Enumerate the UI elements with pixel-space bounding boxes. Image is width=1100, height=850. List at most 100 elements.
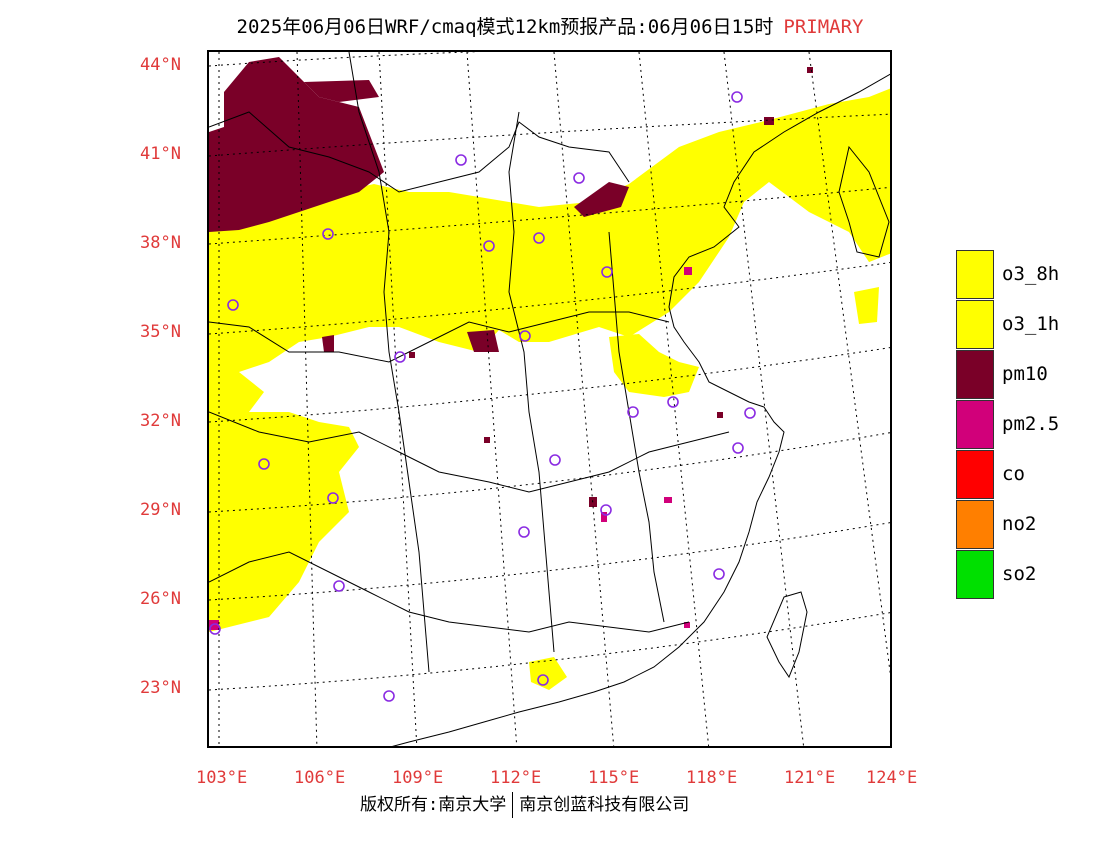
footer-divider (512, 792, 514, 818)
pm10-speck (717, 412, 723, 418)
meridian-115 (553, 52, 615, 746)
meridian-124 (808, 52, 890, 676)
circle-station-icon (533, 232, 545, 244)
stations (209, 91, 756, 702)
pm10-speck (807, 67, 813, 73)
circle-station-icon (519, 330, 531, 342)
o3-area (209, 88, 890, 690)
meridian-112 (466, 52, 518, 746)
pm25-speck (664, 497, 672, 503)
circle-station-icon (627, 406, 639, 418)
lat-label-32: 32°N (140, 411, 181, 431)
o3-patch-taiwan-strait (854, 287, 879, 324)
circle-station-icon (713, 568, 725, 580)
parallel-29 (209, 432, 890, 513)
o3-patch-north-east (859, 154, 890, 262)
pm10-area (209, 57, 629, 352)
lon-label-115: 115°E (588, 768, 640, 788)
legend-swatch (956, 500, 994, 549)
footer-left: 版权所有:南京大学 (360, 795, 507, 815)
legend-label: no2 (1002, 513, 1037, 535)
o3-patch-east (609, 334, 699, 397)
lon-label-118: 118°E (686, 768, 738, 788)
pm25-speck (209, 620, 219, 630)
coastline (392, 73, 890, 746)
circle-station-icon (518, 526, 530, 538)
circle-station-icon (573, 172, 585, 184)
pm10-speck (409, 352, 415, 358)
korea-outline (838, 145, 890, 258)
pm10-beijing (574, 182, 629, 217)
pm25-speck (684, 267, 692, 275)
map-canvas (209, 52, 890, 746)
taiwan-outline (766, 591, 808, 679)
lat-label-41: 41°N (140, 144, 181, 164)
legend-label: pm2.5 (1002, 413, 1060, 435)
borders (209, 52, 890, 746)
title-tag: PRIMARY (783, 16, 864, 38)
lon-label-109: 109°E (392, 768, 444, 788)
pm10-mongolia (209, 57, 384, 232)
o3-band-north (209, 88, 890, 372)
pm10-north-strip (304, 80, 379, 102)
legend-label: o3_8h (1002, 263, 1060, 285)
pm10-speck (484, 437, 490, 443)
legend-label: o3_1h (1002, 313, 1060, 335)
lon-label-121: 121°E (784, 768, 836, 788)
legend-swatch (956, 550, 994, 599)
lat-label-44: 44°N (140, 55, 181, 75)
province-border (209, 311, 670, 363)
lon-label-124: 124°E (866, 768, 918, 788)
pm10-west (322, 335, 334, 352)
parallel-38 (209, 186, 890, 245)
pm10-central (467, 330, 499, 352)
legend-label: so2 (1002, 563, 1037, 585)
circle-station-icon (732, 442, 744, 454)
circle-station-icon (667, 396, 679, 408)
circle-station-icon (455, 154, 467, 166)
province-border (209, 411, 730, 493)
parallel-26 (209, 522, 890, 601)
circle-station-icon (549, 454, 561, 466)
legend-swatch (956, 350, 994, 399)
circle-station-icon (731, 91, 743, 103)
map-title: 2025年06月06日WRF/cmaq模式12km预报产品:06月06日15时 P… (0, 12, 1100, 39)
province-border (209, 111, 630, 193)
parallel-32 (209, 347, 890, 423)
circle-station-icon (537, 674, 549, 686)
map-frame (207, 50, 892, 748)
circle-station-icon (601, 266, 613, 278)
legend-swatch (956, 450, 994, 499)
province-border (608, 231, 665, 623)
circle-station-icon (333, 580, 345, 592)
province-border (348, 52, 430, 673)
circle-station-icon (383, 690, 395, 702)
footer-right: 南京创蓝科技有限公司 (519, 795, 690, 815)
circle-station-icon (322, 228, 334, 240)
lat-label-38: 38°N (140, 233, 181, 253)
legend-swatch (956, 400, 994, 449)
lon-label-103: 103°E (196, 768, 248, 788)
parallel-23 (209, 612, 890, 691)
pm25-speck (684, 622, 690, 628)
lat-label-29: 29°N (140, 500, 181, 520)
pm10-speck (764, 117, 774, 125)
lat-label-35: 35°N (140, 322, 181, 342)
parallel-35 (209, 262, 890, 335)
circle-station-icon (483, 240, 495, 252)
legend-label: pm10 (1002, 363, 1048, 385)
meridian-106 (296, 52, 318, 746)
lon-label-106: 106°E (294, 768, 346, 788)
circle-station-icon (258, 458, 270, 470)
pm25-speck (601, 512, 607, 522)
circle-station-icon (227, 299, 239, 311)
graticule (209, 52, 890, 746)
circle-station-icon (327, 492, 339, 504)
circle-station-icon (394, 351, 406, 363)
meridian-109 (378, 52, 418, 746)
legend-label: co (1002, 463, 1025, 485)
o3-band-west (209, 372, 359, 632)
legend-swatch (956, 250, 994, 299)
parallel-41 (209, 113, 890, 157)
province-border (508, 111, 555, 653)
